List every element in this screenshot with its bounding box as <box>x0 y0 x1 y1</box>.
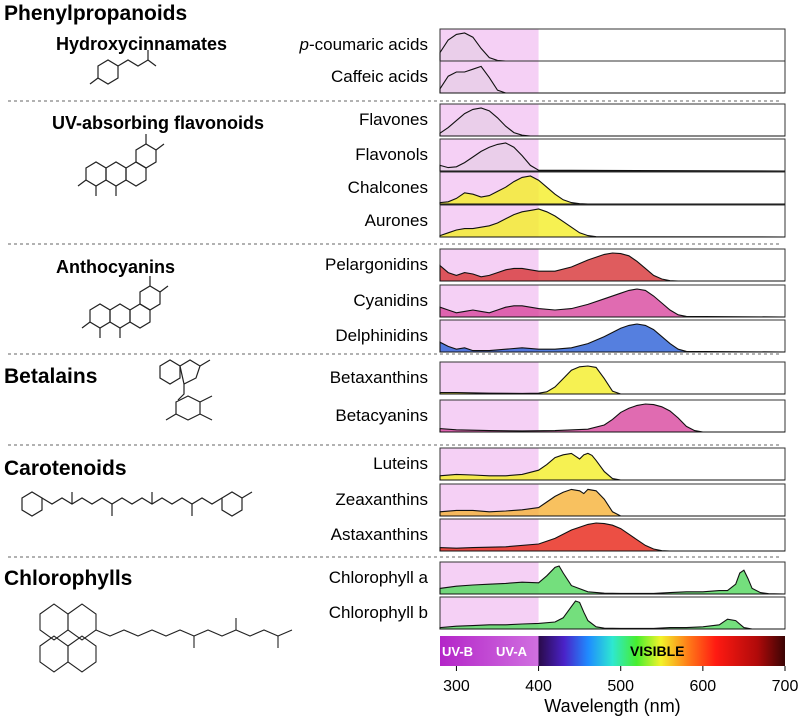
x-tick-label: 300 <box>443 678 470 695</box>
panel-flavones <box>439 103 786 137</box>
panel-betaxanthins <box>439 361 786 395</box>
group-title-uv-flavonoids: UV-absorbing flavonoids <box>52 113 265 133</box>
absorbance-curve <box>439 288 786 318</box>
panel-chlorophyll-a <box>439 561 786 595</box>
x-tick-label: 600 <box>690 678 717 695</box>
series-label: Betaxanthins <box>329 368 428 387</box>
panel-cyanidins <box>439 284 786 318</box>
panel-chalcones <box>439 171 786 205</box>
absorbance-curve <box>439 565 786 595</box>
chlorophyll-structure <box>39 603 293 673</box>
series-label: Flavonols <box>355 145 428 164</box>
x-tick-label: 500 <box>607 678 634 695</box>
series-label: Flavones <box>359 110 428 129</box>
anthocyanin-structure <box>81 276 169 338</box>
x-axis-label: Wavelength (nm) <box>544 696 680 716</box>
panel-chlorophyll-b <box>439 596 786 630</box>
series-label: Chlorophyll b <box>328 603 428 622</box>
hydroxycinnamate-structure <box>89 50 157 85</box>
panel-delphinidins <box>439 319 786 353</box>
group-title-hydroxycinnamates: Hydroxycinnamates <box>56 34 228 54</box>
group-title-phenylpropanoids: Phenylpropanoids <box>4 2 188 25</box>
spectrum-bar <box>440 636 785 666</box>
group-separators <box>8 100 780 558</box>
absorbance-curve <box>439 365 785 395</box>
series-label: Zeaxanthins <box>335 490 428 509</box>
series-label: Luteins <box>373 454 428 473</box>
panel-astaxanthins <box>439 518 786 552</box>
band-label-uva: UV-A <box>496 644 528 659</box>
panel-aurones <box>439 204 786 238</box>
carotenoid-structure <box>21 491 253 517</box>
panel-caffeic-acids <box>439 60 786 94</box>
series-label: Chlorophyll a <box>328 568 428 587</box>
absorbance-curve <box>439 175 785 205</box>
panel-luteins <box>439 447 786 481</box>
absorbance-curve <box>439 452 785 481</box>
group-title-chlorophylls: Chlorophylls <box>4 567 133 590</box>
uv-region-band <box>440 320 539 352</box>
group-title-carotenoids: Carotenoids <box>4 457 127 480</box>
series-label: Astaxanthins <box>330 525 428 544</box>
absorbance-curve <box>439 208 786 238</box>
panel-betacyanins <box>439 399 786 433</box>
band-label-visible: VISIBLE <box>630 643 684 659</box>
absorbance-curve <box>439 65 785 94</box>
band-label-uvb: UV-B <box>442 644 473 659</box>
series-label: p-coumaric acids <box>299 35 428 54</box>
panel-pelargonidins <box>439 248 786 282</box>
series-label: Pelargonidins <box>324 255 428 274</box>
absorbance-curve <box>439 403 785 433</box>
series-label: Chalcones <box>347 178 428 197</box>
absorbance-curve <box>439 488 785 517</box>
panel-flavonols <box>439 138 786 172</box>
betalain-structure <box>159 359 213 421</box>
series-label: Delphinidins <box>335 326 428 345</box>
series-label: Cyanidins <box>353 291 428 310</box>
absorbance-curve <box>439 323 786 353</box>
absorbance-curve <box>439 142 786 172</box>
series-label: Caffeic acids <box>330 67 428 86</box>
flavonoid-structure <box>77 134 165 196</box>
absorbance-curve <box>439 252 785 282</box>
absorbance-curve <box>439 107 785 137</box>
series-label: Aurones <box>364 211 428 230</box>
x-tick-label: 400 <box>525 678 552 695</box>
uv-region-band <box>440 362 539 394</box>
absorbance-curve <box>439 522 785 552</box>
panel-zeaxanthins <box>439 483 786 517</box>
group-title-betalains: Betalains <box>4 365 98 388</box>
absorbance-curve <box>439 600 785 630</box>
group-title-anthocyanins: Anthocyanins <box>56 257 176 277</box>
uv-region-band <box>440 400 539 432</box>
series-label: Betacyanins <box>335 406 428 425</box>
x-tick-label: 700 <box>772 678 799 695</box>
